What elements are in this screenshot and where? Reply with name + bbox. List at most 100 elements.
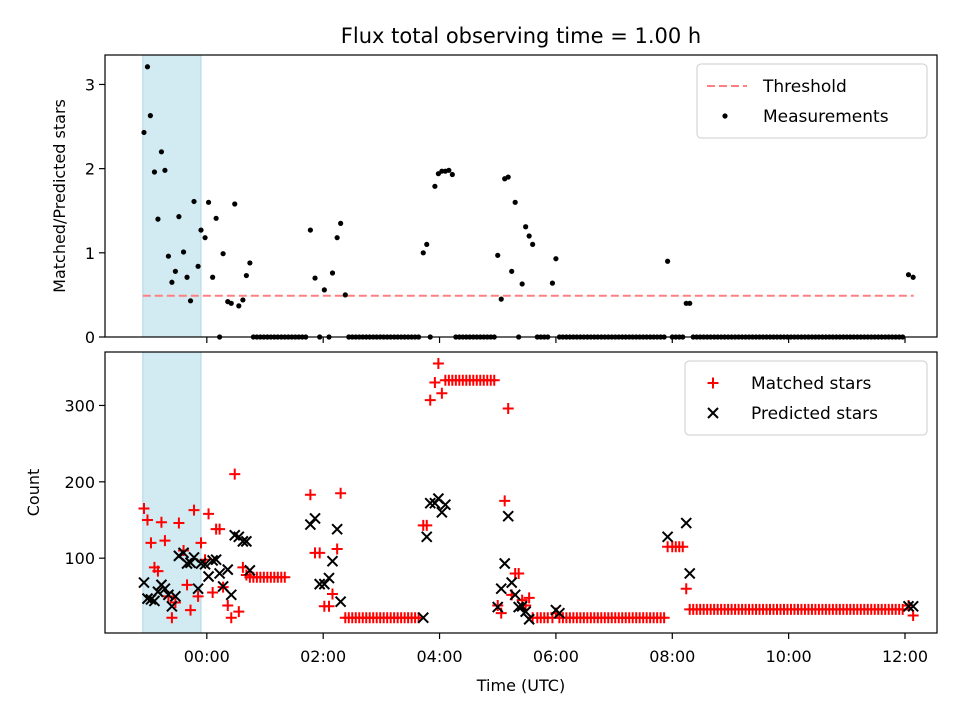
data-point (509, 268, 515, 274)
data-point (314, 547, 326, 559)
plot-frame (104, 54, 938, 338)
data-point (318, 578, 331, 590)
data-point (505, 576, 518, 589)
data-point (162, 167, 168, 173)
legend-swatch (707, 377, 719, 389)
data-point (499, 557, 511, 570)
data-point (492, 601, 504, 613)
data-point (907, 600, 919, 612)
data-point (210, 553, 222, 566)
data-point (237, 535, 249, 548)
legend-label: Matched stars (751, 374, 871, 394)
data-point (202, 570, 215, 583)
data-point (213, 567, 226, 580)
data-point (512, 601, 525, 613)
y-tick-label: 300 (64, 396, 95, 415)
data-point (687, 300, 693, 306)
x-tick-label: 02:00 (300, 647, 346, 666)
data-point (449, 171, 455, 178)
data-point (147, 113, 153, 119)
y-tick-label: 100 (64, 549, 95, 568)
y-tick-label: 1 (85, 244, 95, 263)
data-point (138, 503, 150, 515)
data-point (902, 600, 915, 612)
legend-swatch (707, 407, 719, 419)
data-point (177, 547, 190, 559)
data-point (244, 564, 256, 577)
legend-swatch (722, 113, 728, 119)
data-point (312, 275, 318, 281)
data-point (417, 612, 429, 624)
legend-label: Predicted stars (751, 404, 878, 424)
data-point (321, 287, 327, 293)
data-point (499, 495, 511, 507)
series-2 (138, 492, 919, 625)
data-point (424, 394, 436, 406)
x-tick-label: 08:00 (649, 647, 695, 666)
data-point (446, 167, 452, 173)
data-point (513, 567, 525, 579)
data-point (519, 605, 532, 618)
data-point (498, 296, 504, 302)
data-point (436, 506, 448, 519)
x-tick-label: 10:00 (766, 647, 812, 666)
data-point (326, 555, 339, 567)
data-point (304, 518, 317, 531)
data-point (166, 600, 178, 612)
data-point (279, 571, 291, 583)
data-point (205, 199, 212, 205)
data-point (658, 612, 670, 624)
data-point (331, 543, 343, 555)
data-point (203, 508, 215, 520)
plot-frame (104, 351, 938, 634)
y-tick-label: 2 (85, 160, 95, 179)
data-point (158, 149, 165, 155)
data-point (225, 589, 237, 601)
data-point (516, 600, 528, 612)
data-point (225, 612, 237, 624)
data-point (169, 590, 182, 603)
data-point (495, 252, 501, 258)
y-axis-label: Count (24, 469, 43, 517)
y-tick-label: 200 (64, 473, 95, 492)
data-point (243, 272, 249, 279)
data-point (236, 303, 242, 309)
data-point (159, 535, 171, 547)
data-point (232, 201, 238, 207)
data-point (338, 220, 344, 226)
x-tick-label: 06:00 (533, 647, 579, 666)
data-point (184, 274, 190, 280)
bottom-panel: 100 200 300 00:00 02:00 04:00 06:00 08:00 10:00 1… (24, 351, 938, 666)
data-point (152, 565, 164, 577)
data-point (165, 253, 172, 259)
data-point (553, 607, 566, 619)
data-point (222, 563, 234, 576)
data-point (512, 199, 518, 205)
data-point (334, 595, 347, 608)
data-point (166, 612, 178, 624)
data-point (326, 588, 338, 600)
shaded-region (142, 54, 202, 338)
data-point (184, 557, 197, 569)
data-point (141, 592, 154, 605)
data-point (323, 572, 335, 584)
data-point (665, 258, 671, 264)
data-point (195, 263, 201, 269)
data-point (240, 297, 246, 303)
data-point (523, 592, 535, 604)
data-point (432, 183, 438, 189)
data-point (519, 281, 525, 287)
data-point (151, 169, 158, 175)
data-point (159, 583, 171, 595)
data-point (152, 586, 164, 598)
data-point (335, 487, 347, 499)
data-point (421, 519, 433, 531)
data-point (334, 235, 340, 241)
top-panel: 0 1 2 3 Matched/Predicted stars Threshold Meas… (50, 54, 938, 347)
data-point (195, 537, 207, 549)
chart-title: Flux total observing time = 1.00 h (341, 24, 701, 48)
data-point (677, 541, 689, 553)
data-point (661, 531, 674, 543)
data-point (145, 537, 157, 549)
